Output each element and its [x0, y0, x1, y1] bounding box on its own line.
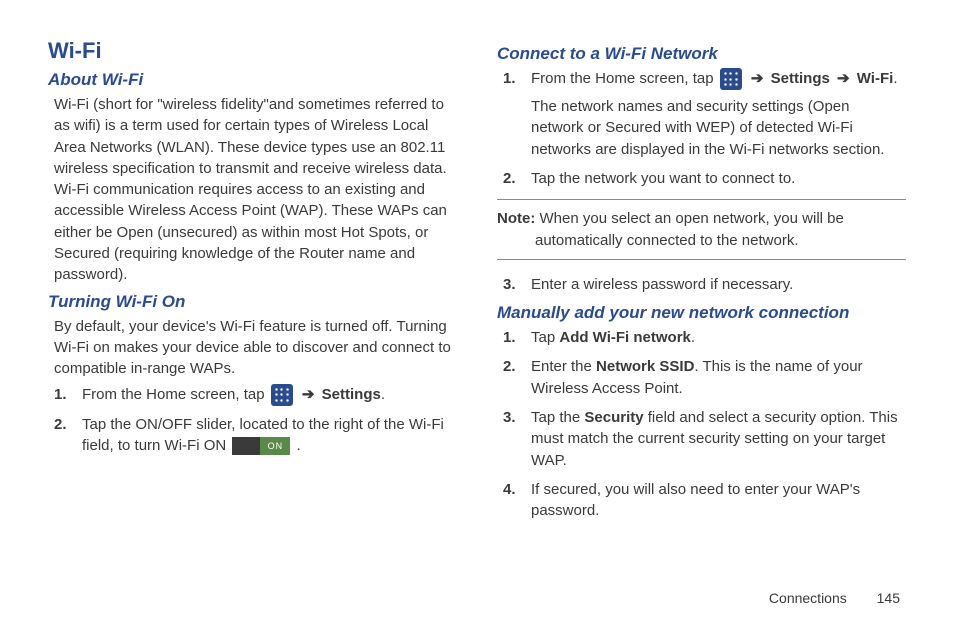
m2-bold: Network SSID — [596, 358, 694, 375]
right-column: Connect to a Wi-Fi Network From the Home… — [497, 38, 906, 529]
settings-label: Settings — [771, 70, 830, 87]
turning-on-step-2: Tap the ON/OFF slider, located to the ri… — [54, 414, 457, 457]
c1-pre: From the Home screen, tap — [531, 70, 718, 87]
footer-section: Connections — [769, 590, 847, 606]
apps-grid-icon — [720, 68, 742, 90]
m3-pre: Tap the — [531, 409, 584, 426]
m2-pre: Enter the — [531, 358, 596, 375]
manual-heading: Manually add your new network connection — [497, 303, 906, 323]
footer-page-number: 145 — [877, 590, 900, 606]
turning-on-intro: By default, your device's Wi-Fi feature … — [54, 316, 457, 380]
step1-post: . — [381, 386, 385, 403]
turning-on-heading: Turning Wi-Fi On — [48, 292, 457, 312]
manual-steps: Tap Add Wi-Fi network. Enter the Network… — [503, 327, 906, 521]
apps-grid-icon — [271, 384, 293, 406]
manual-step-1: Tap Add Wi-Fi network. — [503, 327, 906, 348]
step2-post: . — [297, 437, 301, 454]
arrow-icon: ➔ — [837, 70, 850, 87]
connect-step-1: From the Home screen, tap ➔ Settings ➔ W… — [503, 68, 906, 160]
m3-bold: Security — [584, 409, 643, 426]
page-footer: Connections 145 — [769, 590, 900, 606]
m1-pre: Tap — [531, 329, 559, 346]
about-heading: About Wi-Fi — [48, 70, 457, 90]
connect-heading: Connect to a Wi-Fi Network — [497, 44, 906, 64]
c1-desc: The network names and security settings … — [531, 96, 906, 160]
settings-label: Settings — [322, 386, 381, 403]
manual-step-3: Tap the Security field and select a secu… — [503, 407, 906, 471]
connect-steps-b: Enter a wireless password if necessary. — [503, 274, 906, 295]
page-title: Wi-Fi — [48, 38, 457, 64]
manual-step-2: Enter the Network SSID. This is the name… — [503, 356, 906, 399]
turning-on-steps: From the Home screen, tap ➔ Settings. Ta… — [54, 384, 457, 457]
manual-step-4: If secured, you will also need to enter … — [503, 479, 906, 522]
arrow-icon: ➔ — [751, 70, 764, 87]
about-text: Wi-Fi (short for "wireless fidelity"and … — [54, 94, 457, 286]
connect-step-2: Tap the network you want to connect to. — [503, 168, 906, 189]
connect-steps-a: From the Home screen, tap ➔ Settings ➔ W… — [503, 68, 906, 189]
step1-pre: From the Home screen, tap — [82, 386, 269, 403]
c1-post: . — [893, 70, 897, 87]
on-switch-icon — [232, 437, 290, 455]
turning-on-step-1: From the Home screen, tap ➔ Settings. — [54, 384, 457, 406]
arrow-icon: ➔ — [302, 386, 315, 403]
note-block: Note: When you select an open network, y… — [497, 199, 906, 260]
wifi-label: Wi-Fi — [857, 70, 894, 87]
m1-post: . — [691, 329, 695, 346]
note-first-line: When you select an open network, you wil… — [535, 210, 844, 227]
note-rest: automatically connected to the network. — [497, 230, 906, 251]
left-column: Wi-Fi About Wi-Fi Wi-Fi (short for "wire… — [48, 38, 457, 529]
connect-step-3: Enter a wireless password if necessary. — [503, 274, 906, 295]
m1-bold: Add Wi-Fi network — [559, 329, 691, 346]
note-label: Note: — [497, 210, 535, 227]
